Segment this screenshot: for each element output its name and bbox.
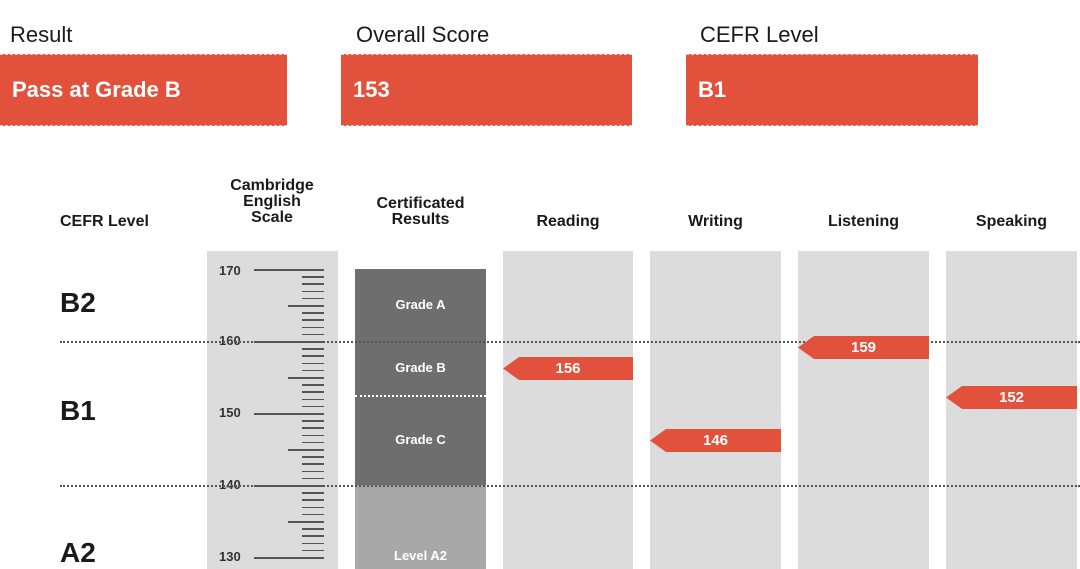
scale-tick-mark	[302, 549, 324, 552]
scale-tick-mark	[302, 405, 324, 408]
writing-score-marker: 146	[650, 429, 781, 452]
certificated-light-bar	[355, 485, 486, 569]
overall-score-label: Overall Score	[356, 22, 490, 47]
header-cert-line1: Certificated	[376, 195, 465, 212]
scale-tick-mark	[302, 326, 324, 329]
tick-150: 150	[219, 405, 241, 420]
scale-tick-mark	[302, 492, 324, 494]
scale-tick-mark	[302, 348, 324, 350]
scale-tick-mark	[302, 391, 324, 393]
level-a2-label: Level A2	[394, 548, 447, 563]
scale-tick-mark	[254, 413, 324, 415]
listening-score-marker: 159	[798, 336, 929, 359]
scale-tick-mark	[302, 535, 324, 537]
scale-tick-mark	[254, 557, 324, 559]
scale-tick-mark	[302, 290, 324, 293]
scale-tick-mark	[302, 477, 324, 480]
scale-tick-mark	[288, 377, 324, 379]
scale-tick-mark	[288, 305, 324, 307]
scale-tick-mark	[302, 427, 324, 429]
certificated-dark-bar	[355, 269, 486, 485]
speaking-column	[946, 251, 1077, 569]
reading-column	[503, 251, 633, 569]
speaking-score-marker: 152	[946, 386, 1077, 409]
header-scale-line1: Cambridge	[230, 177, 314, 194]
scale-tick-mark	[302, 369, 324, 372]
scale-tick-mark	[302, 312, 324, 314]
scale-tick-mark	[302, 319, 324, 321]
scale-tick-mark	[302, 420, 324, 422]
scale-tick-mark	[288, 521, 324, 523]
cefr-b2: B2	[60, 287, 96, 318]
overall-score-box: 153	[341, 54, 632, 126]
scale-tick-mark	[302, 355, 324, 357]
reading-score-marker: 156	[503, 357, 633, 380]
scale-column	[207, 251, 338, 569]
scale-tick-mark	[302, 441, 324, 444]
header-cambridge-scale: Cambridge English Scale	[205, 178, 339, 226]
scale-tick-mark	[288, 449, 324, 451]
scale-tick-mark	[302, 463, 324, 465]
header-scale-line2: English	[243, 193, 301, 210]
cefr-level-label: CEFR Level	[700, 22, 819, 47]
grade-a-label: Grade A	[395, 297, 446, 312]
scale-tick-mark	[302, 506, 324, 509]
boundary-b1-a2	[60, 485, 1080, 487]
header-cefr-level: CEFR Level	[60, 213, 149, 230]
tick-160: 160	[219, 333, 241, 348]
grade-divider	[355, 395, 486, 397]
result-label: Result	[10, 22, 73, 47]
result-value-box: Pass at Grade B	[0, 54, 287, 126]
scale-tick-mark	[302, 362, 324, 365]
tick-130: 130	[219, 549, 241, 564]
boundary-b2-b1	[60, 341, 1080, 343]
header-certificated-results: Certificated Results	[355, 196, 486, 228]
scale-tick-mark	[302, 434, 324, 437]
cefr-b1: B1	[60, 395, 96, 426]
grade-b-label: Grade B	[395, 360, 446, 375]
scale-tick-mark	[302, 470, 324, 473]
scale-tick-mark	[302, 283, 324, 285]
scale-tick-mark	[302, 542, 324, 545]
header-speaking: Speaking	[975, 213, 1048, 230]
writing-column	[650, 251, 781, 569]
cefr-level-box: B1	[686, 54, 978, 126]
header-writing: Writing	[688, 213, 743, 230]
cefr-a2: A2	[60, 537, 96, 568]
header-reading: Reading	[536, 213, 600, 230]
scale-tick-mark	[302, 513, 324, 516]
scale-tick-mark	[302, 499, 324, 501]
header-cert-line2: Results	[391, 211, 450, 228]
scale-tick-mark	[302, 528, 324, 530]
header-listening: Listening	[827, 213, 900, 230]
scale-tick-mark	[302, 333, 324, 336]
listening-column	[798, 251, 929, 569]
scale-tick-mark	[302, 398, 324, 401]
scale-tick-mark	[302, 276, 324, 278]
scale-tick-mark	[302, 456, 324, 458]
tick-170: 170	[219, 263, 241, 278]
grade-c-label: Grade C	[395, 432, 446, 447]
scale-tick-mark	[302, 297, 324, 300]
tick-140: 140	[219, 477, 241, 492]
header-scale-line3: Scale	[251, 209, 293, 226]
scale-tick-mark	[302, 384, 324, 386]
scale-tick-mark	[254, 269, 324, 271]
